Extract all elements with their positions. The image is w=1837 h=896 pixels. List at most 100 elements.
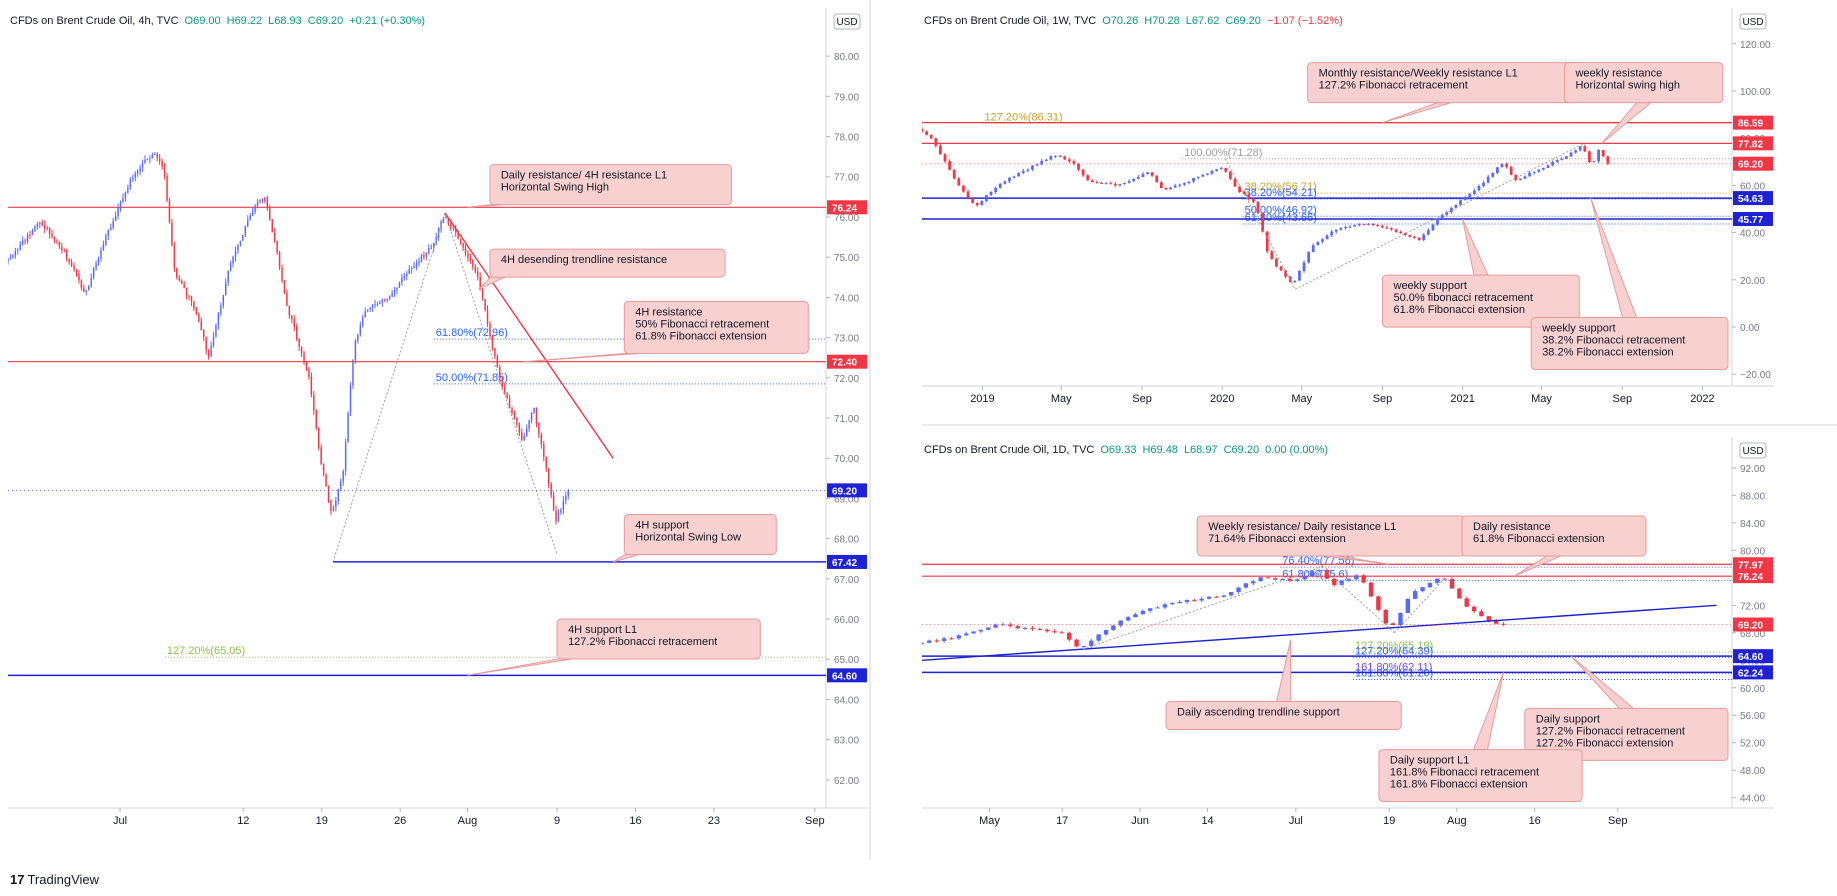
candle-body bbox=[1399, 231, 1403, 234]
candle-body bbox=[1361, 575, 1366, 583]
candle bbox=[966, 189, 970, 200]
candle-body bbox=[134, 173, 136, 178]
candle-body bbox=[1247, 194, 1251, 200]
candle-body bbox=[523, 435, 525, 441]
candle bbox=[1270, 249, 1274, 260]
candle bbox=[1031, 165, 1034, 172]
candle bbox=[1293, 280, 1297, 284]
candle-body bbox=[1081, 646, 1087, 648]
candle-body bbox=[354, 340, 357, 360]
candle bbox=[239, 240, 242, 247]
candle bbox=[428, 244, 430, 255]
candle-body bbox=[1376, 596, 1381, 610]
candle-body bbox=[278, 252, 281, 268]
candle-body bbox=[1519, 178, 1522, 180]
candle bbox=[305, 360, 308, 372]
candle bbox=[1067, 631, 1072, 642]
candle-body bbox=[212, 336, 215, 346]
candle-body bbox=[1196, 176, 1200, 178]
candle bbox=[922, 642, 925, 645]
candle-body bbox=[1422, 234, 1426, 240]
candle-body bbox=[1368, 582, 1374, 597]
candle-body bbox=[925, 131, 928, 135]
candle bbox=[1238, 186, 1241, 194]
candle-body bbox=[956, 635, 962, 639]
x-tick-label: 9 bbox=[554, 815, 560, 827]
ohlc-open: O70.26 bbox=[1102, 15, 1138, 27]
candle-body bbox=[39, 222, 41, 225]
annotation-pointer bbox=[1382, 102, 1452, 124]
candle bbox=[1021, 168, 1025, 175]
annotation-text: 161.8% Fibonacci retracement bbox=[1390, 767, 1539, 779]
candle-body bbox=[941, 638, 947, 641]
candle bbox=[1509, 165, 1513, 176]
candle-body bbox=[141, 163, 144, 168]
candle bbox=[560, 507, 562, 516]
candle bbox=[1067, 157, 1071, 164]
candle-body bbox=[1052, 631, 1057, 633]
fib-trendline bbox=[1394, 576, 1447, 634]
candle-body bbox=[1199, 598, 1204, 601]
candle bbox=[1583, 144, 1587, 153]
candle bbox=[26, 232, 29, 244]
candle-body bbox=[1159, 182, 1163, 189]
candle bbox=[1368, 581, 1374, 598]
candle-body bbox=[516, 417, 518, 425]
candle-body bbox=[1408, 234, 1412, 237]
candle-body bbox=[1090, 180, 1094, 183]
candle bbox=[34, 225, 36, 233]
candle-body bbox=[217, 312, 220, 326]
candle bbox=[430, 244, 432, 250]
candle-body bbox=[357, 334, 359, 341]
candle-body bbox=[452, 228, 455, 230]
candle-body bbox=[300, 346, 303, 353]
candle-body bbox=[1221, 595, 1227, 597]
candle-body bbox=[1551, 161, 1554, 166]
candle-body bbox=[1118, 620, 1123, 626]
plot-area: 127.20%(86.31) 100.00%(71.28) 38.20%(56.71… bbox=[922, 111, 1732, 290]
candle bbox=[922, 127, 924, 134]
candle bbox=[1081, 169, 1085, 178]
annotation-text: Daily resistance/ 4H resistance L1 bbox=[501, 170, 667, 182]
x-tick-label: May bbox=[1531, 393, 1552, 405]
candle bbox=[1003, 180, 1007, 185]
candle-body bbox=[1059, 632, 1065, 634]
candle bbox=[1376, 595, 1381, 612]
candle bbox=[369, 306, 371, 313]
candle bbox=[388, 295, 391, 301]
y-tick-label: −20.00 bbox=[1740, 370, 1771, 381]
x-tick-label: 2022 bbox=[1690, 393, 1714, 405]
y-tick-label: 80.00 bbox=[834, 52, 859, 63]
candle-body bbox=[51, 233, 53, 237]
price-tag: 54.63 bbox=[1733, 191, 1773, 206]
candle-body bbox=[1256, 201, 1260, 214]
candle-body bbox=[1334, 229, 1338, 232]
candle bbox=[80, 279, 83, 291]
candle bbox=[408, 265, 410, 274]
candle bbox=[1514, 174, 1518, 182]
candle-body bbox=[242, 235, 244, 241]
candle bbox=[1265, 230, 1269, 254]
candle bbox=[65, 248, 68, 262]
price-tag-bg bbox=[1733, 569, 1773, 584]
x-tick-label: May bbox=[1051, 393, 1072, 405]
candle bbox=[198, 312, 200, 323]
candle bbox=[119, 200, 122, 212]
candle bbox=[1037, 627, 1042, 631]
candle bbox=[952, 169, 956, 180]
candle-body bbox=[1103, 629, 1109, 635]
candle bbox=[1588, 150, 1591, 164]
candle bbox=[278, 250, 281, 271]
annotation-text: 127.2% Fibonacci retracement bbox=[1319, 80, 1468, 92]
candle bbox=[467, 250, 469, 262]
candle-body bbox=[41, 222, 43, 226]
candle-body bbox=[171, 222, 173, 246]
candle-body bbox=[198, 314, 200, 322]
candle-body bbox=[349, 385, 352, 413]
candle bbox=[127, 184, 129, 194]
fib-trendline bbox=[332, 212, 446, 563]
candle bbox=[484, 298, 486, 312]
candle bbox=[122, 193, 124, 204]
candle bbox=[281, 264, 283, 284]
